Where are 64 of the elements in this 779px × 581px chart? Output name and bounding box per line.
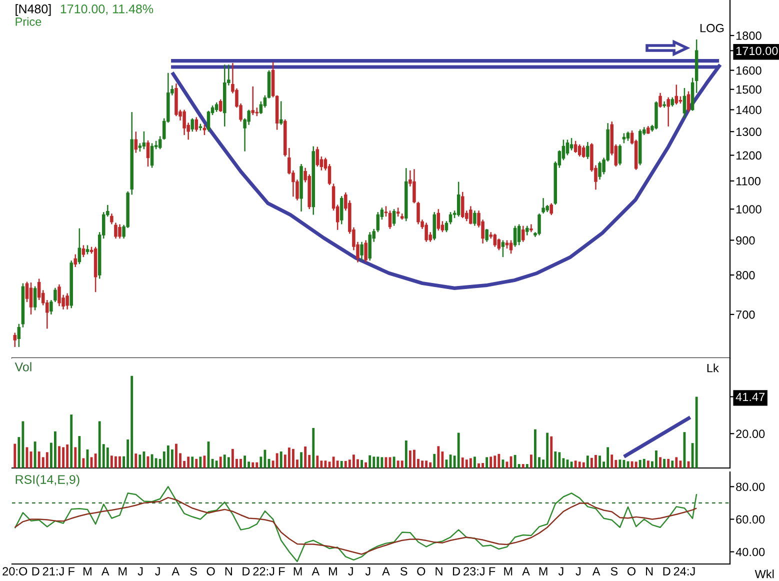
- annotation: LOG: [700, 24, 724, 32]
- x-tick-label: A: [592, 567, 600, 576]
- x-tick-label: M: [294, 567, 302, 576]
- y-tick-label: 1100: [736, 176, 760, 186]
- x-tick-label: O: [627, 567, 636, 576]
- x-tick-label: 21:J: [42, 567, 64, 576]
- y-tick-label: 1000: [736, 205, 762, 214]
- annotation: Lk: [707, 364, 719, 372]
- x-tick-label: J: [576, 567, 581, 576]
- y-axis-title: Price: [16, 17, 42, 26]
- x-tick-label: J: [348, 567, 353, 576]
- x-tick-label: M: [539, 567, 548, 576]
- y-tick-label: 1710.00: [736, 46, 778, 56]
- x-tick-label: O: [206, 567, 215, 576]
- x-tick-label: A: [172, 567, 180, 576]
- y-tick-label: 800: [736, 271, 755, 280]
- x-tick-label: D: [32, 567, 40, 576]
- x-tick-label: D: [452, 567, 460, 576]
- x-tick-label: 24:J: [674, 567, 695, 576]
- y-tick-label: 1400: [736, 106, 762, 114]
- x-tick-label: J: [155, 567, 160, 576]
- x-tick-label: S: [190, 567, 197, 576]
- x-tick-label: M: [329, 567, 337, 576]
- y-tick-label: 80.00: [736, 482, 765, 492]
- y-tick-label: 700: [736, 310, 755, 319]
- x-tick-label: N: [225, 567, 232, 576]
- x-tick-label: M: [84, 567, 92, 576]
- x-tick-label: M: [504, 567, 512, 576]
- chart-subtitle: 1710.00, 11.48%: [60, 4, 154, 15]
- y-tick-label: 20.00: [736, 430, 765, 438]
- chart-title: RSI(14,E,9): [16, 474, 80, 486]
- x-tick-label: N: [646, 567, 653, 576]
- y-tick-label: 900: [736, 236, 755, 245]
- x-tick-label: A: [312, 567, 320, 576]
- x-tick-label: N: [436, 567, 442, 576]
- text: Wkl: [754, 570, 774, 578]
- x-tick-label: S: [610, 567, 618, 576]
- y-tick-label: 1800: [736, 32, 762, 40]
- y-tick-label: 1300: [736, 128, 762, 136]
- x-tick-label: D: [242, 567, 250, 576]
- x-tick-label: 20:O: [2, 567, 28, 576]
- x-tick-label: M: [118, 567, 127, 576]
- x-tick-label: O: [417, 567, 426, 576]
- y-tick-label: 1600: [736, 66, 762, 75]
- x-tick-label: J: [138, 567, 143, 576]
- y-tick-label: 60.00: [736, 515, 765, 524]
- x-tick-label: D: [663, 567, 670, 576]
- y-tick-label: 41.47: [736, 392, 765, 401]
- x-tick-label: F: [279, 567, 285, 576]
- x-tick-label: A: [522, 567, 530, 576]
- x-tick-label: J: [365, 567, 370, 576]
- x-tick-label: S: [400, 567, 408, 576]
- y-tick-label: 40.00: [736, 548, 765, 556]
- x-tick-label: J: [558, 567, 564, 576]
- x-tick-label: F: [68, 567, 74, 576]
- x-tick-label: F: [489, 567, 496, 576]
- chart-title: Vol: [14, 362, 32, 372]
- y-tick-label: 1200: [736, 151, 762, 160]
- x-tick-label: 22:J: [253, 567, 274, 576]
- x-tick-label: A: [382, 567, 390, 576]
- x-tick-label: 23:J: [464, 567, 484, 576]
- chart-title: [N480]: [16, 4, 51, 16]
- y-tick-label: 1500: [736, 85, 762, 94]
- x-tick-label: A: [101, 567, 110, 576]
